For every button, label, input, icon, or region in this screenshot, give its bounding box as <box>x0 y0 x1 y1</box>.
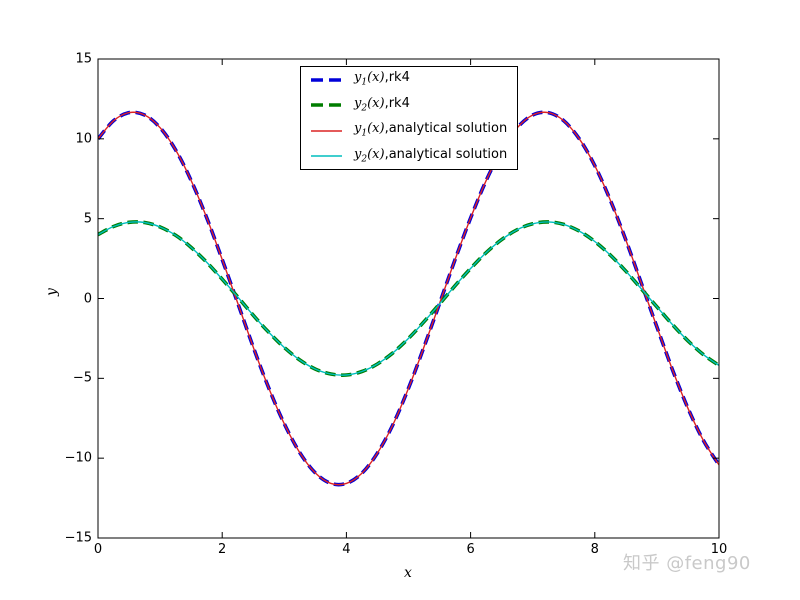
curve-y1-analytical <box>98 111 719 486</box>
legend-math-sub: 2 <box>361 154 368 165</box>
legend-math-var: y <box>354 121 362 137</box>
y-tick-label: −10 <box>64 450 92 466</box>
y-tick-label: −5 <box>72 370 92 386</box>
y-tick-label: 5 <box>83 211 92 227</box>
legend-math-sub: 1 <box>361 78 368 89</box>
curves <box>98 110 719 487</box>
legend-label: y1(x),analytical solution <box>354 122 507 139</box>
x-tick-label: 10 <box>710 542 728 557</box>
curve-y2-rk4 <box>98 220 719 377</box>
legend-math-args: (x) <box>367 121 385 137</box>
watermark: 知乎 @feng90 <box>623 553 751 574</box>
legend-label-rest: ,analytical solution <box>384 146 508 162</box>
curve-y2-analytical <box>98 221 719 376</box>
x-axis-label: x <box>404 565 412 581</box>
legend-math-sub: 2 <box>361 103 368 114</box>
legend-line-sample-y2-analytical <box>311 155 342 157</box>
legend-math-args: (x) <box>367 70 385 86</box>
legend-label-rest: ,rk4 <box>384 95 410 111</box>
legend-line-sample-y1-analytical <box>311 130 342 132</box>
legend-math-var: y <box>354 146 362 162</box>
legend-line-sample-y1-rk4 <box>311 77 342 82</box>
tick-marks <box>97 58 720 539</box>
x-tick-label: 8 <box>590 542 599 557</box>
legend-item: y1(x),rk4 <box>301 67 517 93</box>
legend-math-var: y <box>354 95 362 111</box>
legend-item: y1(x),analytical solution <box>301 118 517 144</box>
legend: y1(x),rk4 y2(x),rk4 y1(x),analytical solut… <box>300 66 518 170</box>
x-tick-label: 6 <box>466 542 475 557</box>
legend-label: y1(x),rk4 <box>354 71 410 88</box>
y-tick-label: 10 <box>75 131 92 147</box>
legend-item: y2(x),rk4 <box>301 93 517 119</box>
y-tick-label: −15 <box>64 530 92 546</box>
legend-line-sample-y2-rk4 <box>311 103 342 108</box>
legend-label: y2(x),rk4 <box>354 97 410 114</box>
legend-math-args: (x) <box>367 95 385 111</box>
legend-item: y2(x),analytical solution <box>301 144 517 170</box>
x-tick-label: 2 <box>218 542 227 557</box>
legend-label: y2(x),analytical solution <box>354 148 507 165</box>
legend-math-var: y <box>354 70 362 86</box>
x-tick-label: 4 <box>342 542 351 557</box>
y-axis-label: y <box>44 288 60 296</box>
legend-math-sub: 1 <box>361 129 368 140</box>
x-tick-label: 0 <box>93 542 103 557</box>
y-tick-label: 15 <box>75 51 92 67</box>
legend-label-rest: ,rk4 <box>384 70 410 86</box>
legend-label-rest: ,analytical solution <box>384 121 508 137</box>
y-tick-label: 0 <box>83 291 92 306</box>
legend-math-args: (x) <box>367 146 385 162</box>
